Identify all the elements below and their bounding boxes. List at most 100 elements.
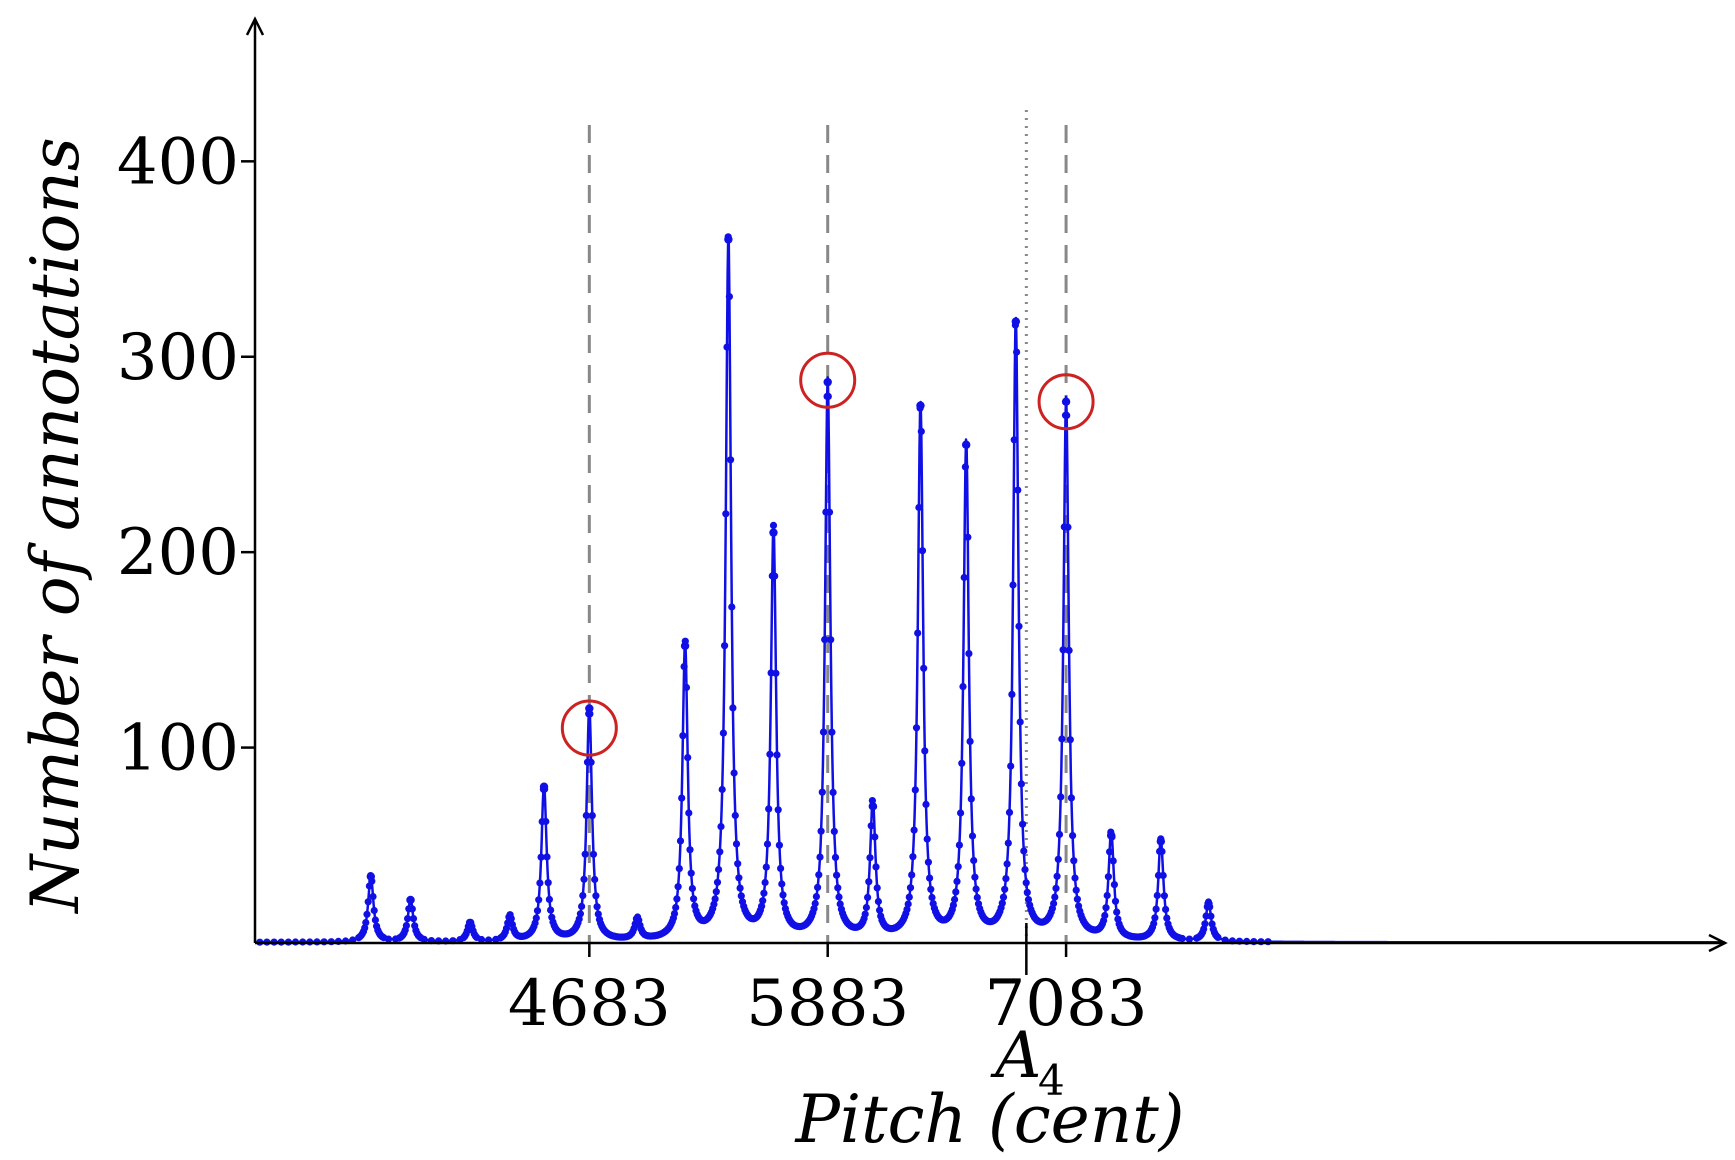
data-point <box>818 788 826 796</box>
data-point <box>730 769 738 777</box>
data-point <box>735 874 743 882</box>
data-point <box>679 732 687 740</box>
data-point <box>779 891 787 899</box>
data-point <box>834 884 842 892</box>
peak-point <box>680 641 690 651</box>
data-point <box>1002 875 1010 883</box>
data-point <box>864 893 872 902</box>
y-tick-label: 200 <box>117 516 239 590</box>
peak-point <box>724 235 733 244</box>
data-point <box>922 800 930 809</box>
data-point <box>578 902 586 911</box>
data-point <box>814 883 822 892</box>
x-tick-label: 7083 <box>985 967 1148 1041</box>
data-point <box>542 817 550 826</box>
data-point <box>1162 905 1170 914</box>
data-point <box>687 869 695 877</box>
peak-point <box>633 917 642 926</box>
data-point <box>723 343 731 351</box>
data-point <box>370 906 378 915</box>
data-point <box>778 880 786 888</box>
data-point <box>680 663 688 671</box>
data-point <box>727 456 735 464</box>
data-point <box>998 899 1006 907</box>
data-point <box>1073 895 1081 903</box>
data-point <box>589 850 598 858</box>
data-point <box>1051 893 1059 901</box>
data-point <box>872 863 880 871</box>
data-point <box>970 856 978 865</box>
data-point <box>960 573 968 582</box>
data-point <box>737 892 745 900</box>
data-point <box>1185 935 1193 943</box>
data-point <box>959 683 967 691</box>
data-point <box>954 863 962 871</box>
data-point <box>1058 735 1066 743</box>
x-tick-label: 4683 <box>508 967 671 1041</box>
data-point <box>951 895 959 904</box>
data-point <box>736 884 744 892</box>
data-point <box>1067 794 1075 802</box>
data-point <box>961 463 970 471</box>
data-point <box>721 642 729 650</box>
peak-point <box>505 913 515 922</box>
data-point <box>688 884 697 893</box>
y-tick-label: 100 <box>117 712 239 786</box>
data-point <box>967 795 975 803</box>
data-point <box>812 893 821 901</box>
peak-point <box>585 704 594 713</box>
data-point <box>592 892 600 900</box>
data-point <box>1020 847 1028 855</box>
data-point <box>835 893 843 901</box>
data-point <box>670 910 679 918</box>
data-point <box>711 895 719 903</box>
data-point <box>910 826 918 834</box>
data-point <box>547 906 555 914</box>
data-point <box>1022 879 1030 887</box>
data-point <box>1113 908 1121 916</box>
data-point <box>1160 892 1168 900</box>
y-axis-title: Number of annotations <box>17 137 94 915</box>
data-point <box>833 871 841 879</box>
data-point <box>690 895 698 903</box>
data-point <box>914 629 922 637</box>
data-point <box>906 884 915 892</box>
data-point <box>1019 820 1027 828</box>
data-point <box>775 841 784 849</box>
data-point <box>774 806 782 814</box>
data-point <box>533 907 542 915</box>
data-point <box>866 854 874 862</box>
data-point <box>876 906 884 914</box>
data-point <box>544 879 552 887</box>
data-point <box>817 827 825 835</box>
data-point <box>816 853 824 861</box>
data-point <box>717 823 725 831</box>
data-point <box>815 871 823 879</box>
data-point <box>718 785 726 794</box>
data-point <box>674 883 682 891</box>
data-point <box>1005 808 1014 817</box>
data-point <box>1158 847 1166 856</box>
data-point <box>952 888 960 896</box>
data-point <box>1102 904 1110 912</box>
peak-point <box>366 872 376 881</box>
data-point <box>1059 646 1067 654</box>
data-point <box>404 915 412 923</box>
data-point <box>537 853 545 861</box>
data-point <box>536 879 544 887</box>
data-point <box>402 922 410 930</box>
data-point <box>874 897 883 906</box>
data-point <box>1111 897 1120 905</box>
data-point <box>905 893 913 901</box>
data-point <box>1015 622 1023 630</box>
data-point <box>771 572 779 580</box>
peak-point <box>465 919 475 928</box>
data-point <box>924 858 933 866</box>
y-tick-label: 300 <box>117 321 239 395</box>
peak-point <box>1156 837 1166 846</box>
data-point <box>926 874 934 882</box>
data-point <box>1055 830 1064 839</box>
data-point <box>971 873 979 881</box>
data-point <box>1150 919 1158 928</box>
